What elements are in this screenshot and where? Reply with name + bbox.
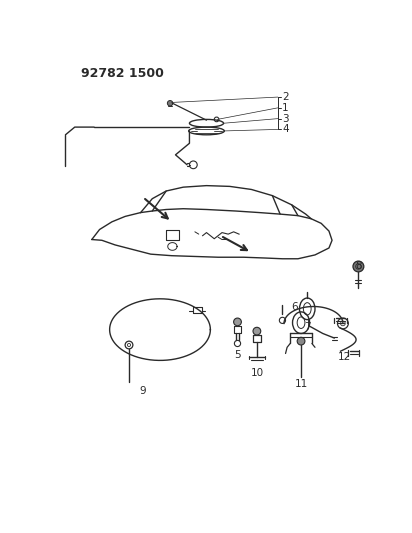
Text: 7: 7	[304, 321, 311, 332]
Text: 92782 1500: 92782 1500	[81, 67, 164, 80]
Text: 3: 3	[282, 114, 289, 124]
Circle shape	[167, 101, 173, 106]
Text: 6: 6	[291, 302, 297, 311]
Text: 8: 8	[355, 262, 362, 271]
Text: 10: 10	[250, 368, 263, 378]
Text: 4: 4	[282, 124, 289, 134]
Circle shape	[353, 261, 364, 272]
Circle shape	[297, 337, 305, 345]
Text: 11: 11	[295, 378, 308, 389]
Text: 2: 2	[282, 92, 289, 102]
Circle shape	[234, 318, 241, 326]
Text: 12: 12	[338, 352, 351, 362]
Circle shape	[253, 327, 261, 335]
Text: 9: 9	[140, 386, 146, 396]
Text: 1: 1	[282, 103, 289, 113]
Text: 5: 5	[234, 350, 241, 360]
